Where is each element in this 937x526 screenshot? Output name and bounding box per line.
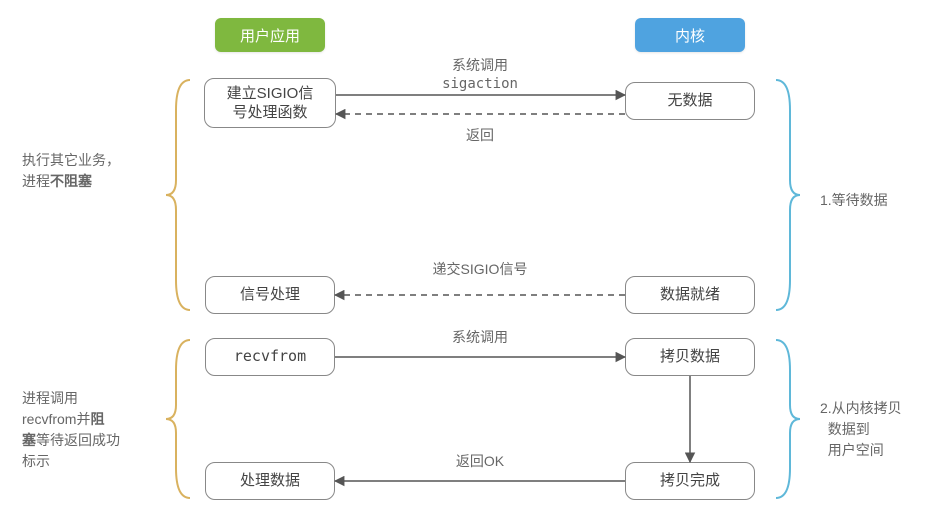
edge-label-syscall: 系统调用 [440, 328, 520, 346]
node-copy-done: 拷贝完成 [625, 462, 755, 500]
header-kernel: 内核 [635, 18, 745, 52]
edge-label-syscall-sigaction: 系统调用 sigaction [400, 56, 560, 93]
header-user-label: 用户应用 [240, 25, 300, 46]
edge-label-2-0: 递交SIGIO信号 [433, 261, 528, 277]
edge-label-return-ok: 返回OK [440, 452, 520, 470]
node-recvfrom: recvfrom [205, 338, 335, 376]
node-recv-label: recvfrom [234, 347, 306, 367]
left-note-1: 执行其它业务，进程不阻塞 [22, 150, 120, 192]
header-kernel-label: 内核 [675, 25, 705, 46]
node-signal-handler: 信号处理 [205, 276, 335, 314]
right-note-2: 2.从内核拷贝 数据到 用户空间 [820, 398, 902, 461]
node-sighand-label: 信号处理 [240, 285, 300, 305]
node-done-label: 拷贝完成 [660, 471, 720, 491]
node-sigio-label: 建立SIGIO信 号处理函数 [227, 84, 314, 123]
node-sigio-setup: 建立SIGIO信 号处理函数 [204, 78, 336, 128]
node-proc-label: 处理数据 [240, 471, 300, 491]
edge-label-deliver-sigio: 递交SIGIO信号 [410, 260, 550, 278]
node-ready-label: 数据就绪 [660, 285, 720, 305]
node-copy-label: 拷贝数据 [660, 347, 720, 367]
edge-label-return: 返回 [440, 126, 520, 144]
edge-label-3-0: 系统调用 [452, 329, 508, 345]
node-process-data: 处理数据 [205, 462, 335, 500]
edge-label-5-0: 返回OK [456, 453, 504, 469]
edge-label-0-0: 系统调用 [452, 57, 508, 73]
left-note-2: 进程调用recvfrom并阻塞等待返回成功标示 [22, 388, 120, 472]
header-user: 用户应用 [215, 18, 325, 52]
node-copy-data: 拷贝数据 [625, 338, 755, 376]
node-no-data: 无数据 [625, 82, 755, 120]
node-data-ready: 数据就绪 [625, 276, 755, 314]
right-note-1: 1.等待数据 [820, 190, 888, 211]
node-nodata-label: 无数据 [667, 91, 712, 111]
edge-label-1-0: 返回 [466, 127, 494, 143]
edge-label-0-1: sigaction [442, 76, 518, 92]
